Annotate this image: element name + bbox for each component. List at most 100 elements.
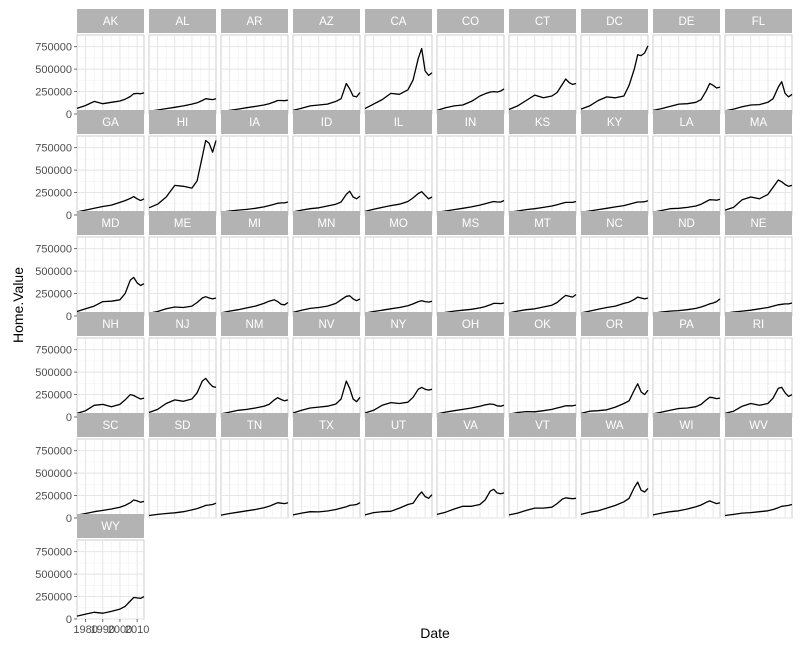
facet-strip-label: TX (319, 420, 334, 432)
facet-strip (77, 413, 144, 437)
facet-strip-label: TN (247, 420, 262, 432)
facet-strip-label: UT (391, 420, 406, 432)
y-tick-label: 750000 (35, 345, 72, 357)
facet-strip-label: OK (534, 319, 551, 331)
facet-strip (365, 9, 432, 33)
series-line-hi (148, 139, 217, 209)
series-line-ms (436, 302, 505, 315)
series-line-tn (220, 502, 289, 516)
facet-strip (437, 312, 504, 336)
facet-strip (725, 312, 792, 336)
facet-strip (365, 211, 432, 235)
panel-background (220, 438, 289, 519)
y-tick-label: 500000 (35, 468, 72, 480)
panel-background (508, 236, 577, 317)
series-line-la (652, 198, 721, 213)
facet-strip (581, 413, 648, 437)
facet-strip (509, 9, 576, 33)
facet-strip (581, 312, 648, 336)
panel-background (508, 135, 577, 216)
facet-strip-label: SC (103, 420, 119, 432)
facet-strip (509, 413, 576, 437)
panel-background (364, 135, 433, 216)
facet-strip (509, 110, 576, 134)
y-tick-label: 750000 (35, 547, 72, 559)
series-line-oh (436, 403, 505, 415)
series-line-mn (292, 295, 361, 314)
facet-strip-label: WY (101, 521, 120, 533)
facet-strip (437, 9, 504, 33)
facet-strip (77, 110, 144, 134)
facet-strip (293, 9, 360, 33)
panel-background (292, 34, 361, 115)
series-line-mt (508, 293, 577, 314)
facet-strip-label: KS (535, 117, 551, 129)
panel-background (220, 236, 289, 317)
series-line-ia (220, 201, 289, 213)
panel-background (292, 135, 361, 216)
facet-strip-label: NV (319, 319, 335, 331)
facet-strip-label: SD (175, 420, 191, 432)
series-line-nd (652, 298, 721, 314)
y-tick-label: 750000 (35, 143, 72, 155)
panel-background (580, 34, 649, 115)
facet-strip-label: NC (606, 218, 623, 230)
facet-strip (77, 514, 144, 538)
panel-background (364, 34, 433, 115)
facet-strip (293, 110, 360, 134)
panel-background (76, 539, 145, 620)
series-line-md (76, 276, 145, 313)
facet-strip-label: NY (391, 319, 407, 331)
y-tick-label: 500000 (35, 569, 72, 581)
facet-strip (149, 413, 216, 437)
facet-strip (293, 211, 360, 235)
series-line-fl (724, 81, 793, 112)
facet-strip (221, 312, 288, 336)
facet-strip-label: NJ (175, 319, 189, 331)
y-tick-label: 250000 (35, 188, 72, 200)
facet-strip (653, 312, 720, 336)
y-tick-label: 0 (66, 412, 72, 424)
facet-strip-label: LA (679, 117, 693, 129)
panel-background (724, 34, 793, 115)
facet-strip (221, 9, 288, 33)
facet-strip (509, 312, 576, 336)
facet-strip (365, 413, 432, 437)
y-tick-label: 250000 (35, 87, 72, 99)
panel-background (364, 236, 433, 317)
y-tick-label: 0 (66, 513, 72, 525)
facet-strip-label: IL (394, 117, 404, 129)
series-line-vt (508, 497, 577, 516)
panel-background (76, 337, 145, 418)
series-line-va (436, 488, 505, 516)
facet-strip (77, 211, 144, 235)
facet-strip (437, 211, 504, 235)
facet-strip-label: NM (246, 319, 264, 331)
facet-strip (437, 110, 504, 134)
facet-strip-label: MT (534, 218, 551, 230)
series-line-mo (364, 300, 433, 314)
x-tick-label: 1990 (91, 624, 115, 636)
series-line-nc (580, 296, 649, 314)
panel-background (148, 438, 217, 519)
facet-strip-label: OR (606, 319, 623, 331)
series-line-sd (148, 502, 217, 517)
panel-background (76, 34, 145, 115)
facet-strip-label: PA (679, 319, 694, 331)
facet-strip (221, 413, 288, 437)
series-line-wv (724, 503, 793, 517)
facet-strip-label: NE (751, 218, 767, 230)
facet-strip (149, 110, 216, 134)
facet-strip (77, 312, 144, 336)
series-line-nv (292, 380, 361, 414)
facet-strip-label: CO (462, 16, 479, 28)
series-line-ga (76, 195, 145, 213)
facet-strip (581, 211, 648, 235)
facet-strip-label: MO (389, 218, 408, 230)
panel-background (724, 135, 793, 216)
x-tick-label: 2000 (108, 624, 132, 636)
facet-strip (653, 413, 720, 437)
x-axis-title: Date (420, 625, 450, 641)
facet-strip (77, 9, 144, 33)
facet-strip-label: CT (535, 16, 550, 28)
